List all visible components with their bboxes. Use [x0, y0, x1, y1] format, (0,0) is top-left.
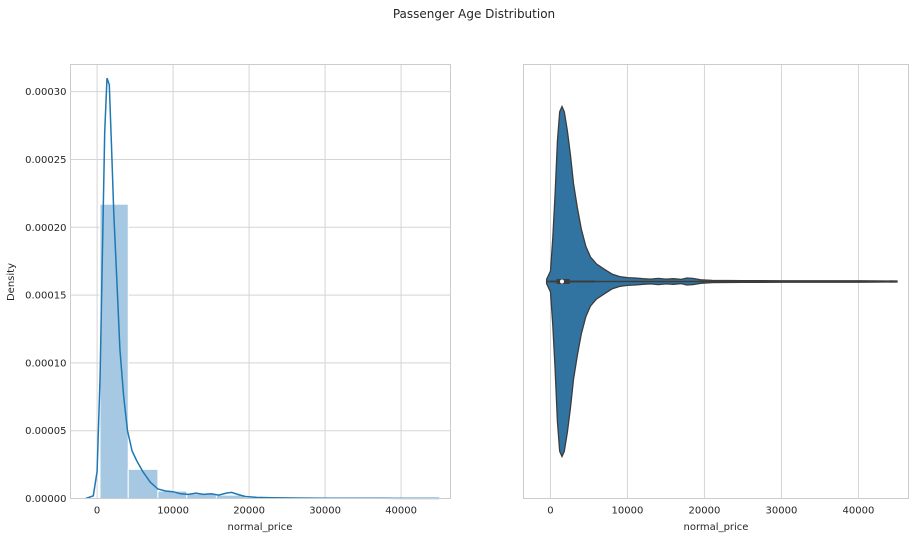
histogram-y-tick-label: 0.00015	[25, 291, 66, 302]
violin-x-ticks: 0 10000 20000 30000 40000	[547, 506, 874, 517]
kde-curve	[85, 77, 440, 500]
violin-x-tick-label: 0	[547, 506, 553, 517]
histogram-y-tick-label: 0.00020	[25, 223, 66, 234]
violin-x-tick-label: 10000	[612, 506, 644, 517]
violin-x-tick-label: 20000	[689, 506, 721, 517]
histogram-bars	[99, 203, 448, 500]
figure-suptitle: Passenger Age Distribution	[393, 7, 555, 21]
violin-axes: 0 10000 20000 30000 40000 normal_price	[523, 64, 909, 533]
histogram-x-tick-label: 40000	[385, 506, 417, 517]
histogram-y-tick-label: 0.00010	[25, 358, 66, 369]
histogram-x-tick-label: 0	[94, 506, 100, 517]
histogram-y-ticks: 0.00000 0.00005 0.00010 0.00015 0.00020 0.000…	[25, 87, 66, 505]
histogram-bar	[99, 203, 129, 499]
violin-median-dot	[560, 279, 564, 284]
histogram-y-tick-label: 0.00005	[25, 426, 66, 437]
histogram-bar	[127, 468, 159, 500]
histogram-x-label: normal_price	[228, 522, 293, 533]
violin-x-tick-label: 40000	[843, 506, 875, 517]
histogram-y-tick-label: 0.00025	[25, 155, 66, 166]
histogram-y-label: Density	[6, 263, 17, 301]
histogram-x-tick-label: 30000	[309, 506, 341, 517]
violin-x-label: normal_price	[684, 522, 749, 533]
violin-frame	[523, 64, 909, 499]
histogram-x-tick-label: 20000	[233, 506, 265, 517]
violin-x-tick-label: 30000	[766, 506, 798, 517]
histogram-x-ticks: 0 10000 20000 30000 40000	[94, 506, 417, 517]
histogram-y-tick-label: 0.00030	[25, 87, 66, 98]
histogram-x-tick-label: 10000	[157, 506, 189, 517]
histogram-frame	[70, 64, 451, 499]
histogram-y-tick-label: 0.00000	[25, 494, 66, 505]
histogram-axes: 0 10000 20000 30000 40000 0.000000.000050.00…	[6, 64, 451, 533]
